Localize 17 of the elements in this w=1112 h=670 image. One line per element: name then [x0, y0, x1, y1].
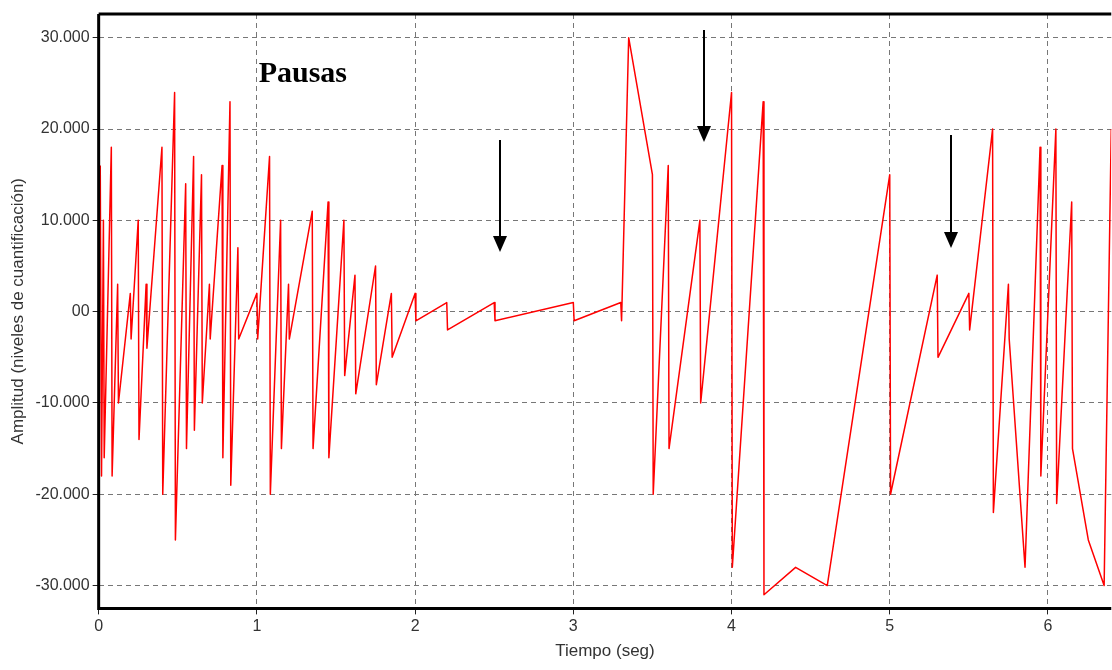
annotation: Pausas — [258, 55, 348, 88]
x-tick-label: 1 — [252, 617, 262, 635]
y-axis-title: Amplitud (niveles de cuantificación) — [7, 177, 27, 445]
y-tick-label: -10.000 — [35, 393, 90, 411]
y-tick-label: 10.000 — [40, 210, 90, 228]
y-tick-label: -30.000 — [35, 575, 90, 593]
x-tick-label: 4 — [727, 617, 737, 635]
x-tick-label: 5 — [885, 617, 895, 635]
x-tick-label: 6 — [1043, 617, 1053, 635]
x-tick-label: 3 — [568, 617, 578, 635]
y-tick-label: 20.000 — [40, 119, 90, 137]
x-tick-label: 0 — [94, 617, 104, 635]
y-tick-label: 30.000 — [40, 28, 90, 46]
y-tick-label: 00 — [71, 302, 90, 320]
x-tick-label: 2 — [410, 617, 420, 635]
y-tick-label: -20.000 — [35, 484, 90, 502]
x-axis-title: Tiempo (seg) — [555, 641, 655, 661]
